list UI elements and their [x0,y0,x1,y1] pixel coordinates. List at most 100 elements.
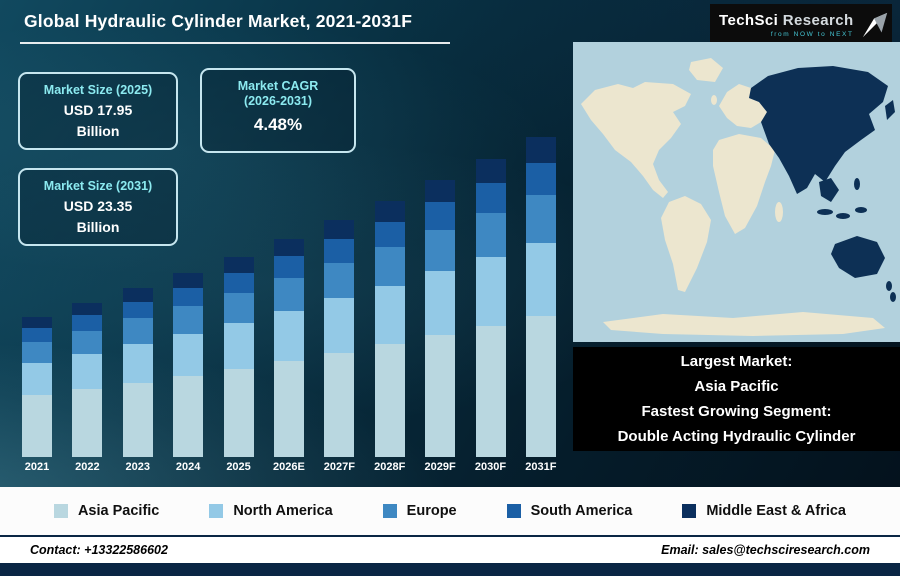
segment-asia_pacific [273,361,304,457]
segment-south_america [324,239,355,263]
segment-europe [122,318,153,344]
continent-south-america [661,196,711,292]
island-new-zealand-1-highlight [886,281,892,291]
stat-value: USD 17.95 [63,102,133,118]
island-madagascar [775,202,783,222]
x-axis-label: 2030F [474,461,507,473]
island-japan-highlight [885,100,895,120]
segment-south_america [273,256,304,279]
largest-market-box: Largest Market: Asia Pacific Fastest Gro… [573,347,900,451]
segment-south_america [223,273,254,294]
bar-column-2021: 2021 [14,118,60,475]
segment-europe [173,306,204,334]
continent-australia-highlight [831,236,885,278]
logo-brand-part1: TechSci [719,12,779,29]
island-new-zealand-2-highlight [890,292,896,302]
segment-south_america [525,162,556,195]
segment-europe [223,293,254,324]
market-cagr-box: Market CAGR (2026-2031) 4.48% [200,68,356,153]
bar-column-2025: 2025 [216,118,262,475]
page-title: Global Hydraulic Cylinder Market, 2021-2… [24,11,413,31]
world-map [573,42,900,342]
x-axis-label: 2021 [24,461,50,473]
segment-south_america [425,202,456,230]
island-indonesia-3-highlight [855,207,867,213]
island-uk [711,95,717,105]
legend-swatch [506,504,521,518]
stacked-bar-2021 [22,317,52,457]
x-axis-label: 2026E [273,461,305,473]
stacked-bar-2023 [122,288,153,457]
stat-unit: Billion [76,123,120,139]
chart-background: Global Hydraulic Cylinder Market, 2021-2… [0,0,900,487]
legend-label: Asia Pacific [77,503,160,519]
highlight-line: Asia Pacific [694,378,779,395]
segment-asia_pacific [122,382,153,457]
stat-label: Market Size (2025) [43,83,153,97]
continent-africa [713,134,775,234]
stat-label: Market CAGR [237,79,319,93]
logo-text: TechSci Research from NOW to NEXT [719,12,854,38]
x-axis-label: 2029F [424,461,456,473]
segment-asia_pacific [22,395,52,457]
logo-brand-name: TechSci Research [719,12,854,29]
segment-north_america [273,310,304,362]
stat-value: USD 23.35 [63,198,133,214]
segment-asia_pacific [374,344,405,457]
x-axis-label: 2025 [226,461,251,473]
segment-asia_pacific [525,316,556,457]
email-text: Email: sales@techsciresearch.com [661,543,870,557]
x-axis-label: 2031F [525,461,557,473]
segment-middle_east_africa [525,137,556,163]
segment-europe [72,330,103,354]
stacked-bar-2026E [273,239,304,457]
x-axis-label: 2024 [175,461,201,473]
segment-north_america [374,285,405,345]
segment-europe [475,212,506,258]
segment-south_america [475,182,506,213]
segment-asia_pacific [475,325,506,457]
bar-column-2027F: 2027F [316,118,362,475]
logo-brand-part2: Research [782,12,854,29]
bar-column-2024: 2024 [165,118,211,475]
segment-europe [425,229,456,272]
stacked-bar-2029F [425,180,456,457]
segment-north_america [425,271,456,336]
segment-europe [525,194,556,243]
island-philippines-highlight [854,178,860,190]
stacked-bar-2025 [223,257,254,457]
segment-north_america [475,257,506,326]
logo-arrow-icon [862,12,887,38]
bar-column-2026E: 2026E [266,118,312,475]
continent-europe [719,84,767,128]
segment-asia_pacific [223,369,254,457]
segment-south_america [22,328,52,343]
segment-middle_east_africa [22,317,52,329]
stacked-bar-2030F [475,159,506,457]
legend-item-europe: Europe [382,503,457,519]
segment-europe [22,342,52,364]
segment-middle_east_africa [273,239,304,257]
segment-north_america [324,298,355,353]
segment-europe [273,278,304,311]
island-indonesia-1-highlight [817,209,833,215]
bar-column-2029F: 2029F [417,118,463,475]
legend-label: North America [233,503,333,519]
segment-south_america [173,287,204,307]
bar-column-2023: 2023 [115,118,161,475]
footer: Contact: +13322586602 Email: sales@techs… [0,535,900,563]
stat-label: Market Size (2031) [43,179,153,193]
island-greenland [689,58,723,82]
techsci-logo: TechSci Research from NOW to NEXT [710,4,892,46]
x-axis-label: 2027F [323,461,355,473]
segment-middle_east_africa [374,201,405,222]
world-map-svg [573,42,900,342]
segment-south_america [122,301,153,319]
segment-middle_east_africa [173,273,204,288]
island-indonesia-2-highlight [836,213,850,219]
segment-asia_pacific [425,335,456,457]
bar-chart: 2021 2022 2023 2024 2025 2026E 2027F 2028F 2029F… [14,118,564,475]
region-asia-highlight [749,66,888,194]
segment-middle_east_africa [324,220,355,240]
